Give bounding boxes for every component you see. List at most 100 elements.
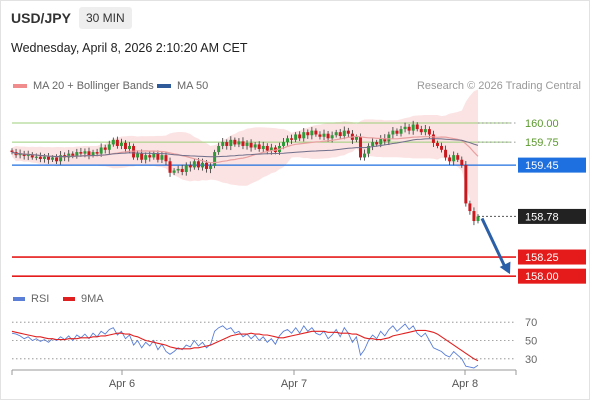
- time-tick-label-0: Apr 6: [109, 378, 135, 390]
- candle-body-20: [91, 152, 95, 156]
- candle-body-12: [59, 155, 63, 162]
- rsi-9ma-line: [11, 329, 479, 362]
- candle-body-69: [290, 138, 294, 140]
- candle-body-95: [395, 130, 399, 134]
- candle-body-34: [148, 155, 152, 158]
- support-label-5: 158.00: [525, 271, 559, 283]
- candle-body-37: [160, 155, 164, 160]
- candle-body-97: [403, 126, 407, 130]
- chart-datetime: Wednesday, April 8, 2026 2:10:20 AM CET: [11, 41, 248, 55]
- candle-body-106: [440, 145, 444, 150]
- support-label-4: 158.25: [525, 252, 559, 264]
- ma20-swatch-icon: [13, 84, 27, 88]
- candle-body-100: [415, 124, 419, 130]
- candle-body-54: [229, 139, 233, 146]
- research-credit: Research © 2026 Trading Central: [416, 80, 581, 92]
- candle-body-101: [419, 129, 423, 133]
- candle-body-115: [476, 216, 480, 222]
- candle-body-44: [188, 165, 192, 168]
- candle-body-92: [383, 138, 387, 142]
- timeframe-badge[interactable]: 30 MIN: [79, 7, 132, 29]
- candle-body-45: [192, 161, 196, 168]
- candle-body-110: [456, 155, 460, 160]
- candle-body-43: [184, 165, 188, 172]
- candle-body-99: [411, 124, 415, 131]
- candle-body-24: [107, 144, 111, 150]
- support-label-box-4: [518, 249, 586, 265]
- candle-body-56: [237, 141, 241, 145]
- time-axis: Apr 6 Apr 7 Apr 8: [11, 369, 517, 390]
- symbol-label: USD/JPY: [11, 10, 71, 26]
- candle-body-14: [67, 153, 71, 158]
- candle-body-48: [205, 162, 209, 169]
- candle-body-64: [269, 147, 273, 151]
- candle-body-67: [281, 142, 285, 146]
- legend-ma50: MA 50: [157, 80, 208, 92]
- candle-body-82: [342, 130, 346, 136]
- candle-body-5: [30, 154, 34, 158]
- candle-body-55: [233, 139, 237, 145]
- candle-body-73: [306, 132, 310, 136]
- candle-body-26: [115, 139, 119, 146]
- candle-body-63: [265, 145, 269, 151]
- candle-body-51: [217, 145, 221, 153]
- rsi-tick-label-0: 70: [525, 317, 537, 329]
- candle-body-40: [172, 170, 176, 173]
- candle-body-2: [18, 153, 22, 156]
- candle-body-75: [314, 130, 318, 135]
- candle-body-102: [423, 129, 427, 133]
- candle-body-28: [123, 142, 127, 150]
- candle-body-16: [75, 152, 79, 156]
- support-label-box-5: [518, 268, 586, 284]
- candle-body-89: [371, 142, 375, 146]
- candle-body-98: [407, 126, 411, 131]
- candle-body-35: [152, 153, 156, 158]
- candle-body-83: [346, 130, 350, 134]
- candle-body-17: [79, 152, 83, 154]
- candle-body-62: [261, 145, 265, 150]
- candle-body-53: [225, 142, 229, 146]
- candle-body-38: [164, 155, 168, 162]
- candle-body-93: [387, 134, 391, 142]
- candle-body-68: [286, 138, 290, 143]
- candle-body-11: [55, 157, 59, 162]
- ma50-line: [11, 138, 479, 158]
- candle-body-0: [10, 150, 14, 153]
- level-lines: [12, 122, 516, 277]
- rsi-tick-label-1: 50: [525, 336, 537, 348]
- candle-body-25: [111, 139, 115, 145]
- rsi-tick-label-2: 30: [525, 354, 537, 366]
- rsi-swatch-icon: [13, 297, 25, 301]
- candle-body-85: [354, 136, 358, 140]
- candle-body-87: [363, 153, 367, 158]
- legend-ma50-label: MA 50: [177, 80, 209, 92]
- candle-body-4: [26, 154, 30, 156]
- resistance-label-1: 159.75: [525, 137, 559, 149]
- candle-body-41: [176, 168, 180, 171]
- forecast-arrow: [480, 217, 511, 275]
- resistance-label-0: 160.00: [525, 118, 559, 130]
- candle-body-32: [140, 153, 144, 160]
- candle-body-22: [99, 147, 103, 154]
- candle-body-77: [322, 133, 326, 137]
- candle-body-103: [427, 129, 431, 135]
- candle-body-76: [318, 134, 322, 137]
- ma9-swatch-icon: [63, 297, 75, 301]
- candle-body-42: [180, 168, 184, 172]
- candle-body-105: [435, 142, 439, 146]
- candle-body-72: [302, 132, 306, 139]
- legend-rsi-label: RSI: [31, 293, 50, 305]
- candle-body-88: [367, 145, 371, 154]
- rsi-line: [11, 323, 479, 369]
- rsi-panel: 70 50 30: [11, 317, 537, 369]
- current-price-label: 158.78: [525, 211, 559, 223]
- candle-body-7: [38, 156, 42, 159]
- candle-body-96: [399, 129, 403, 134]
- candle-body-94: [391, 130, 395, 135]
- candle-body-27: [119, 142, 123, 146]
- candle-body-57: [241, 141, 245, 146]
- candle-body-81: [338, 132, 342, 136]
- candle-body-49: [209, 165, 213, 169]
- candle-body-19: [87, 151, 91, 156]
